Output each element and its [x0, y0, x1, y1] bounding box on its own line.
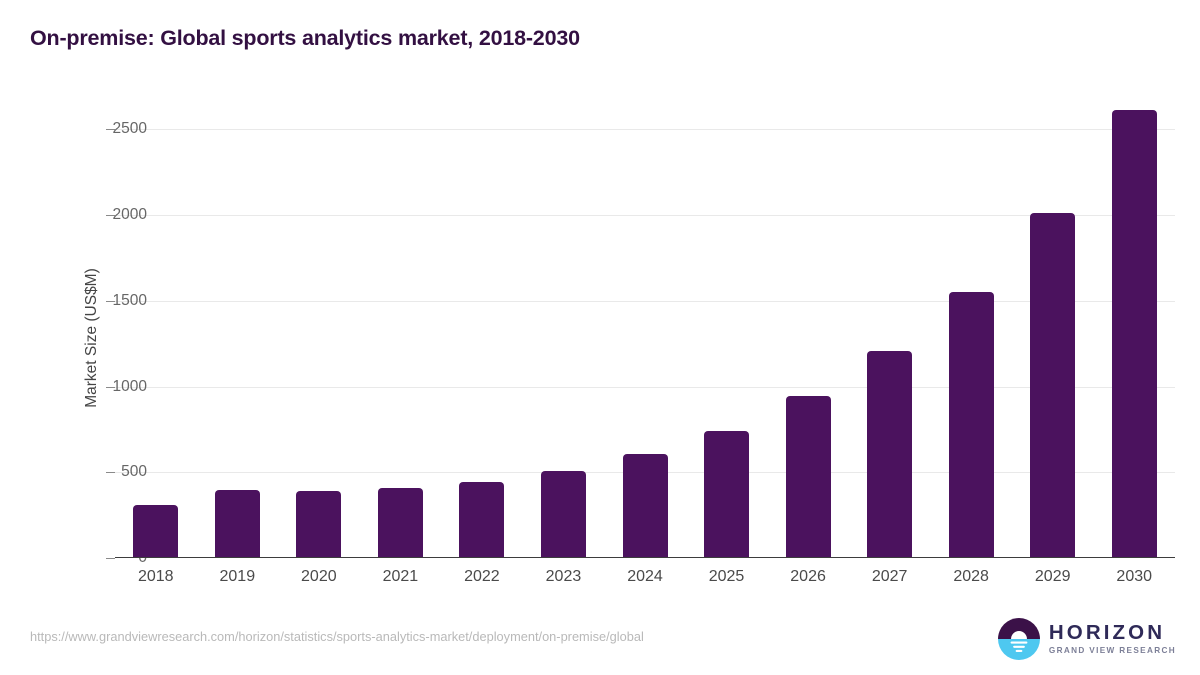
- bar-2019[interactable]: [214, 490, 260, 558]
- x-tick-label: 2026: [790, 568, 826, 585]
- logo-tagline: GRAND VIEW RESEARCH: [1048, 646, 1176, 656]
- x-tick-label: 2025: [708, 568, 745, 585]
- horizon-logo[interactable]: HORIZON GRAND VIEW RESEARCH: [997, 617, 1176, 661]
- y-tick-mark: [106, 129, 115, 131]
- bar-2023[interactable]: [540, 470, 586, 558]
- bar-2021[interactable]: [377, 487, 423, 558]
- x-tick-label: 2030: [1116, 568, 1153, 585]
- y-tick-label: 2000: [112, 206, 147, 224]
- y-tick-label: 2500: [112, 120, 147, 138]
- x-tick-label: 2021: [382, 568, 419, 585]
- logo-wordmark: HORIZON: [1048, 620, 1166, 644]
- y-tick-label: 1500: [112, 291, 147, 309]
- bar-2018[interactable]: [133, 504, 179, 558]
- page-title: On-premise: Global sports analytics mark…: [30, 26, 580, 50]
- x-tick-label: 2024: [627, 568, 663, 585]
- source-url[interactable]: https://www.grandviewresearch.com/horizo…: [30, 629, 644, 644]
- gridline: [115, 129, 1175, 131]
- y-tick-label: 500: [121, 463, 147, 481]
- bar-2027[interactable]: [867, 351, 913, 558]
- y-tick-mark: [106, 472, 115, 474]
- y-tick-mark: [106, 300, 115, 302]
- bar-2024[interactable]: [622, 454, 668, 558]
- logo-text: HORIZON GRAND VIEW RESEARCH: [1048, 620, 1176, 656]
- y-tick-label: 1000: [112, 377, 147, 395]
- x-tick-label: 2019: [219, 568, 256, 585]
- x-tick-label: 2028: [953, 568, 989, 585]
- x-tick-label: 2018: [137, 568, 174, 585]
- x-tick-label: 2023: [545, 568, 582, 585]
- bar-2029[interactable]: [1030, 212, 1076, 558]
- bar-2022[interactable]: [459, 481, 505, 558]
- x-tick-label: 2022: [464, 568, 500, 585]
- bar-2020[interactable]: [296, 490, 342, 558]
- gridline: [115, 300, 1175, 302]
- bar-2030[interactable]: [1111, 110, 1157, 558]
- y-tick-mark: [106, 558, 115, 559]
- y-tick-mark: [106, 215, 115, 217]
- x-axis-ticks: 2018 2019 2020 2021 2022 2023 2024 2025 2026 2027…: [115, 558, 1175, 598]
- bar-2028[interactable]: [948, 291, 994, 558]
- x-axis-line: [115, 556, 1175, 558]
- x-tick-label: 2027: [871, 568, 908, 585]
- horizon-sun-circle-icon: [997, 618, 1040, 660]
- plot-area: 05001000150020002500: [106, 95, 1175, 566]
- x-tick-label: 2020: [301, 568, 337, 585]
- gridline: [115, 215, 1175, 217]
- gridline: [115, 386, 1175, 388]
- x-tick-label: 2029: [1034, 568, 1071, 585]
- y-tick-mark: [106, 386, 115, 388]
- bar-2026[interactable]: [785, 395, 831, 558]
- bar-2025[interactable]: [704, 430, 750, 558]
